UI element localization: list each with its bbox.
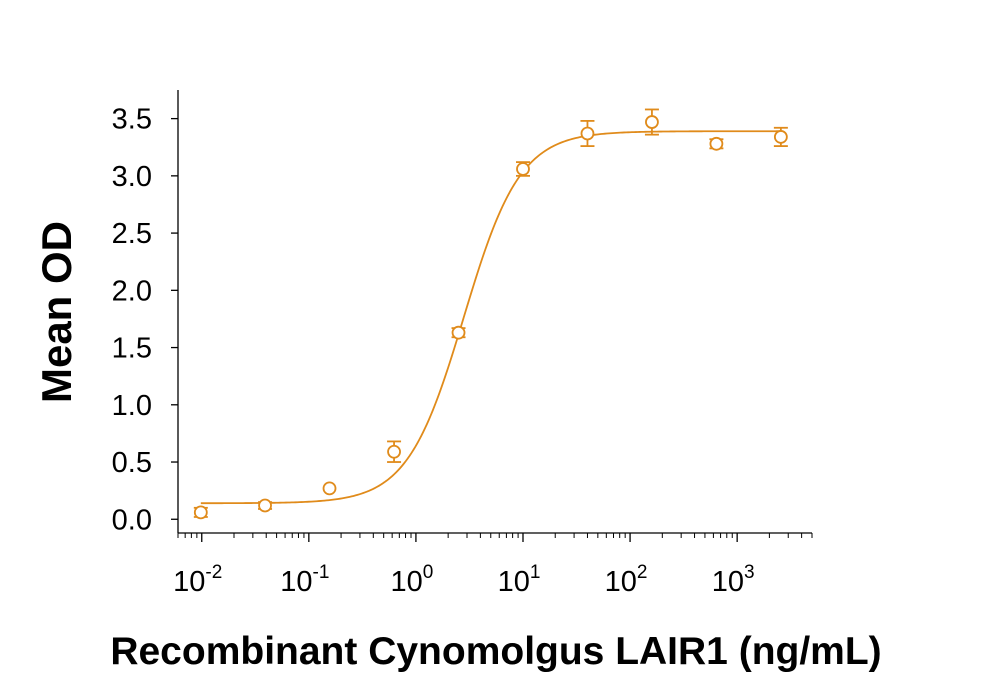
data-point <box>580 126 595 141</box>
data-point <box>193 505 208 520</box>
y-tick-label: 2.5 <box>112 218 152 250</box>
fit-curve-group <box>200 130 781 505</box>
y-tick-label: 3.5 <box>112 104 152 136</box>
fit-curve <box>200 130 781 505</box>
x-tick-label: 102 <box>605 562 648 598</box>
data-points <box>193 108 788 520</box>
x-tick-label: 10-1 <box>280 562 329 598</box>
data-point <box>709 136 724 151</box>
axes <box>177 90 812 534</box>
data-point <box>451 325 466 340</box>
x-axis-ticks: 10-2 10-1 100 101 102 103 <box>173 533 813 598</box>
y-tick-label: 0.0 <box>112 504 152 536</box>
data-point <box>387 444 401 459</box>
data-point <box>645 115 659 129</box>
y-tick-label: 2.0 <box>112 275 152 307</box>
x-axis-label: Recombinant Cynomolgus LAIR1 (ng/mL) <box>110 630 881 673</box>
y-tick-label: 1.5 <box>112 333 152 365</box>
data-point <box>258 498 272 513</box>
y-tick-label: 3.0 <box>112 161 152 193</box>
x-tick-label: 101 <box>498 562 541 598</box>
y-axis-label: Mean OD <box>33 221 80 403</box>
y-axis-ticks: 0.0 0.5 1.0 1.5 2.0 2.5 3.0 3.5 <box>112 104 178 536</box>
data-point <box>516 162 530 176</box>
x-tick-label: 10-2 <box>173 562 222 598</box>
data-point <box>322 481 337 496</box>
x-tick-label: 103 <box>712 562 755 598</box>
data-point <box>773 130 788 144</box>
x-tick-label: 100 <box>390 562 433 598</box>
y-tick-label: 0.5 <box>112 447 152 479</box>
y-tick-label: 1.0 <box>112 390 152 422</box>
